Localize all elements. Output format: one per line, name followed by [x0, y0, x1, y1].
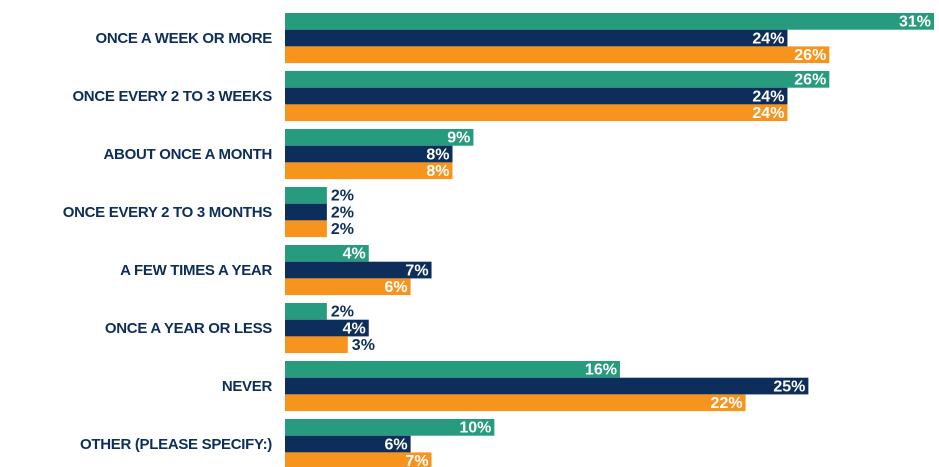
value-label: 25%	[773, 378, 805, 395]
category-label: ONCE EVERY 2 TO 3 WEEKS	[72, 88, 272, 105]
bar	[285, 303, 327, 320]
bar	[285, 319, 369, 337]
value-label: 24%	[752, 105, 784, 122]
value-label: 26%	[794, 47, 826, 64]
value-label: 8%	[426, 163, 449, 180]
bar	[285, 145, 453, 163]
category-label: ABOUT ONCE A MONTH	[104, 146, 272, 163]
bar	[285, 129, 474, 146]
bar	[285, 361, 620, 378]
value-label: 31%	[899, 14, 931, 31]
bar	[285, 419, 495, 436]
value-label: 2%	[331, 204, 354, 221]
value-label: 6%	[384, 279, 407, 296]
bar	[285, 278, 411, 296]
value-label: 24%	[752, 88, 784, 105]
category-label: ONCE A YEAR OR LESS	[105, 320, 272, 337]
bar	[285, 46, 830, 64]
bar	[285, 435, 411, 453]
value-label: 6%	[384, 436, 407, 453]
value-label: 9%	[447, 130, 470, 147]
bar	[285, 104, 788, 122]
value-label: 24%	[752, 30, 784, 47]
bar	[285, 336, 348, 354]
bar	[285, 377, 809, 395]
value-label: 8%	[426, 146, 449, 163]
value-label: 2%	[331, 304, 354, 321]
value-label: 2%	[331, 221, 354, 238]
category-label: OTHER (PLEASE SPECIFY:)	[80, 436, 272, 453]
bar	[285, 220, 327, 238]
value-label: 10%	[459, 420, 491, 437]
bar	[285, 87, 788, 105]
value-label: 7%	[405, 453, 428, 467]
category-label: ONCE EVERY 2 TO 3 MONTHS	[63, 204, 273, 221]
bar	[285, 452, 432, 467]
bar	[285, 29, 788, 47]
value-label: 7%	[405, 262, 428, 279]
value-label: 16%	[585, 362, 617, 379]
value-label: 4%	[343, 246, 366, 263]
bar	[285, 203, 327, 221]
bar	[285, 261, 432, 279]
bar	[285, 162, 453, 180]
bar	[285, 245, 369, 262]
category-label: A FEW TIMES A YEAR	[120, 262, 272, 279]
bar	[285, 187, 327, 204]
bar	[285, 13, 934, 30]
value-label: 22%	[711, 395, 743, 412]
bar	[285, 394, 746, 412]
category-label: NEVER	[222, 378, 273, 395]
category-label: ONCE A WEEK OR MORE	[95, 30, 272, 47]
value-label: 3%	[352, 337, 375, 354]
value-label: 26%	[794, 72, 826, 89]
value-label: 4%	[343, 320, 366, 337]
value-label: 2%	[331, 188, 354, 205]
bar	[285, 71, 830, 88]
